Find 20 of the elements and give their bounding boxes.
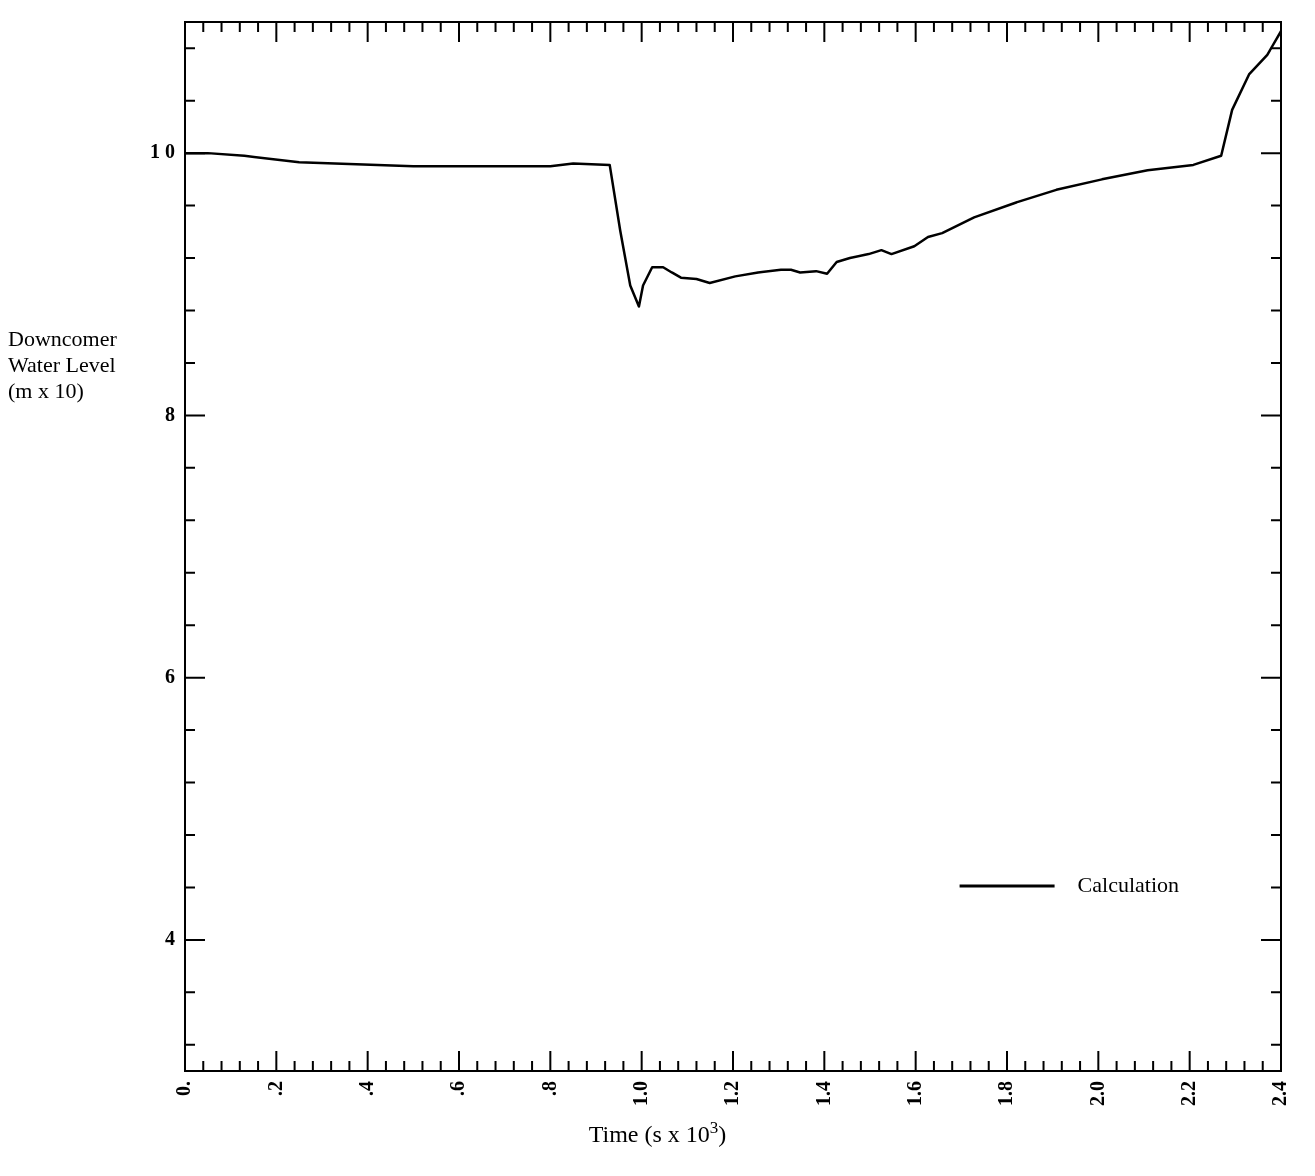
y-axis-title: Downcomer Water Level (m x 10)	[8, 326, 118, 404]
x-tick-label: .8	[537, 1081, 560, 1096]
x-axis-title: Time (s x 10$^{3}$)	[587, 1118, 728, 1148]
x-tick-label: 1.0	[628, 1081, 651, 1106]
y-tick-label: 1 0	[150, 140, 175, 163]
x-tick-label: 1.4	[811, 1081, 834, 1106]
x-tick-label: 2.4	[1268, 1081, 1291, 1106]
x-tick-label: 1.8	[994, 1081, 1017, 1106]
y-tick-label: 4	[165, 927, 175, 950]
legend-label: Calculation	[1077, 871, 1179, 897]
x-tick-label: 0.	[172, 1081, 195, 1096]
x-tick-label: .6	[446, 1081, 469, 1096]
x-tick-label: 2.0	[1085, 1081, 1108, 1106]
x-tick-label: 1.2	[720, 1081, 743, 1106]
x-tick-label: 2.2	[1176, 1081, 1199, 1106]
y-tick-label: 8	[165, 402, 175, 425]
y-tick-label: 6	[165, 664, 175, 687]
x-tick-label: .2	[263, 1081, 286, 1096]
x-tick-label: .4	[354, 1081, 377, 1096]
x-tick-label: 1.6	[902, 1081, 925, 1106]
